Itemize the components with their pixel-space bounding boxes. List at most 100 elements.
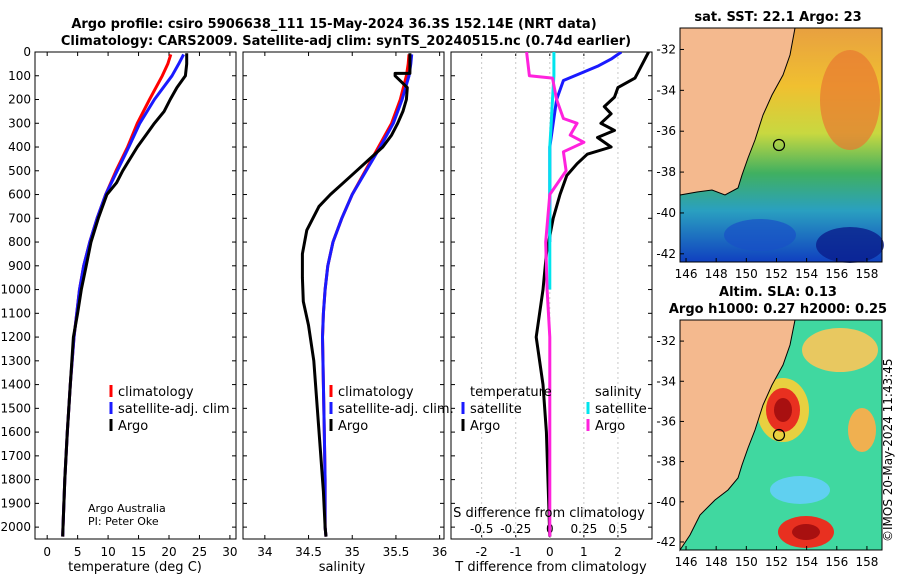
x-tick-label: 5	[74, 545, 82, 559]
lon-tick-label: 148	[705, 267, 728, 281]
sla-high-core	[774, 398, 792, 422]
sla-high-core	[792, 524, 820, 540]
temperature-x-axis: 0 5 10 15 20 25 30	[43, 52, 238, 559]
y-tick-label: 1300	[0, 354, 31, 368]
lon-tick-label: 154	[795, 555, 818, 569]
x-tick-label: 2	[614, 545, 622, 559]
temperature-legend: climatology satellite-adj. clim Argo	[109, 385, 230, 434]
x-tick-label: 0	[546, 545, 554, 559]
y-tick-label: 2000	[0, 520, 31, 534]
y-tick-label: 1700	[0, 449, 31, 463]
series-line-salinity-argo	[525, 52, 586, 537]
legend-label: Argo	[118, 419, 148, 434]
sla-map: -32 -34 -36 -38 -40 -42 146 148 150 152 154 156 158	[656, 319, 883, 569]
temperature-lines	[61, 53, 189, 537]
sst-cold-patch	[816, 227, 884, 263]
temperature-xlabel: temperature (deg C)	[68, 560, 202, 575]
lon-tick-label: 150	[735, 267, 758, 281]
salinity-legend: climatology satellite-adj. clim. Argo	[329, 385, 454, 434]
lon-tick-label: 156	[825, 555, 848, 569]
y-tick-label: 900	[8, 259, 31, 273]
y-tick-label: 600	[8, 188, 31, 202]
difference-lines	[525, 52, 650, 537]
salinity-x-axis: 34 34.5 35 35.5 36	[257, 52, 447, 559]
legend-label: satellite	[470, 402, 522, 417]
y-tick-label: 1000	[0, 283, 31, 297]
float-location-marker	[772, 138, 786, 152]
y-tick-label: 800	[8, 235, 31, 249]
credit-line2: PI: Peter Oke	[88, 515, 159, 528]
x-tick-label: 0	[43, 545, 51, 559]
credit-line1: Argo Australia	[88, 502, 166, 515]
x-tick-label: 34.5	[295, 545, 322, 559]
legend-header-salinity: salinity	[595, 385, 642, 400]
legend-label: climatology	[118, 385, 194, 400]
legend-label: satellite-adj. clim	[118, 402, 230, 417]
lat-tick-label: -34	[656, 83, 676, 97]
salinity-xlabel: salinity	[319, 560, 366, 575]
x-tick-label: 36	[432, 545, 447, 559]
x-tick-label: 34	[257, 545, 272, 559]
copyright-notice: ©IMOS 20-May-2024 11:43:45	[881, 358, 895, 542]
y-tick-label: 1100	[0, 306, 31, 320]
sla-low	[770, 476, 830, 504]
y-tick-label: 1600	[0, 425, 31, 439]
y-tick-label: 500	[8, 164, 31, 178]
sst-cold-patch	[724, 219, 796, 251]
y-tick-label: 1800	[0, 473, 31, 487]
y-tick-label: 700	[8, 211, 31, 225]
x-tick-label: 30	[222, 545, 237, 559]
series-line-argo	[300, 53, 412, 537]
lon-tick-label: 158	[855, 555, 878, 569]
y-tick-label: 400	[8, 140, 31, 154]
series-line-temperature-argo	[534, 52, 650, 537]
sst-map-frame	[679, 27, 883, 263]
t-difference-xlabel: T difference from climatology	[454, 560, 647, 575]
x-tick-label: 25	[192, 545, 207, 559]
lon-tick-label: 154	[795, 267, 818, 281]
sst-map: -32 -34 -36 -38 -40 -42 146 148 150 152 154 156 158	[656, 27, 884, 281]
main-title-line1: Argo profile: csiro 5906638_111 15-May-2…	[71, 17, 596, 32]
x-tick-label: 20	[161, 545, 176, 559]
sla-high	[802, 328, 878, 372]
sst-map-title: sat. SST: 22.1 Argo: 23	[694, 10, 861, 25]
x-tick-label: 10	[100, 545, 115, 559]
x-tick-label: -2	[476, 545, 488, 559]
lat-tick-label: -34	[656, 374, 676, 388]
legend-label: climatology	[338, 385, 414, 400]
legend-label: satellite-adj. clim.	[338, 402, 454, 417]
lat-tick-label: -40	[656, 206, 676, 220]
lat-tick-label: -38	[656, 165, 676, 179]
y-tick-label: 100	[8, 69, 31, 83]
lon-tick-label: 152	[765, 267, 788, 281]
lon-tick-label: 152	[765, 555, 788, 569]
sla-map-frame	[679, 319, 883, 551]
sla-map-title-line1: Altim. SLA: 0.13	[719, 285, 837, 300]
difference-legend: temperature satellite Argo salinity sate…	[461, 385, 647, 434]
sla-map-title-line2: Argo h1000: 0.27 h2000: 0.25	[669, 302, 887, 317]
depth-axis: 0 100 200 300 400 500 600 700 800 900 1000 1100 1200…	[0, 45, 652, 534]
legend-header-temperature: temperature	[470, 385, 552, 400]
y-tick-label: 300	[8, 116, 31, 130]
lat-tick-label: -36	[656, 414, 676, 428]
land-mass	[679, 319, 796, 552]
x-tick-label: 1	[580, 545, 588, 559]
float-location-marker	[772, 428, 786, 442]
y-tick-label: 1400	[0, 378, 31, 392]
lat-tick-label: -36	[656, 124, 676, 138]
lon-tick-label: 158	[855, 267, 878, 281]
lon-tick-label: 146	[675, 267, 698, 281]
legend-label: Argo	[595, 419, 625, 434]
lat-tick-label: -38	[656, 455, 676, 469]
legend-label: Argo	[338, 419, 368, 434]
legend-label: Argo	[470, 419, 500, 434]
sst-warm-patch	[820, 50, 880, 150]
salinity-panel	[242, 51, 445, 540]
lat-tick-label: -32	[656, 334, 676, 348]
x-tick-label: 15	[131, 545, 146, 559]
lon-tick-label: 150	[735, 555, 758, 569]
x-tick-label: 35	[345, 545, 360, 559]
lat-tick-label: -42	[656, 535, 676, 549]
legend-label: satellite	[595, 402, 647, 417]
